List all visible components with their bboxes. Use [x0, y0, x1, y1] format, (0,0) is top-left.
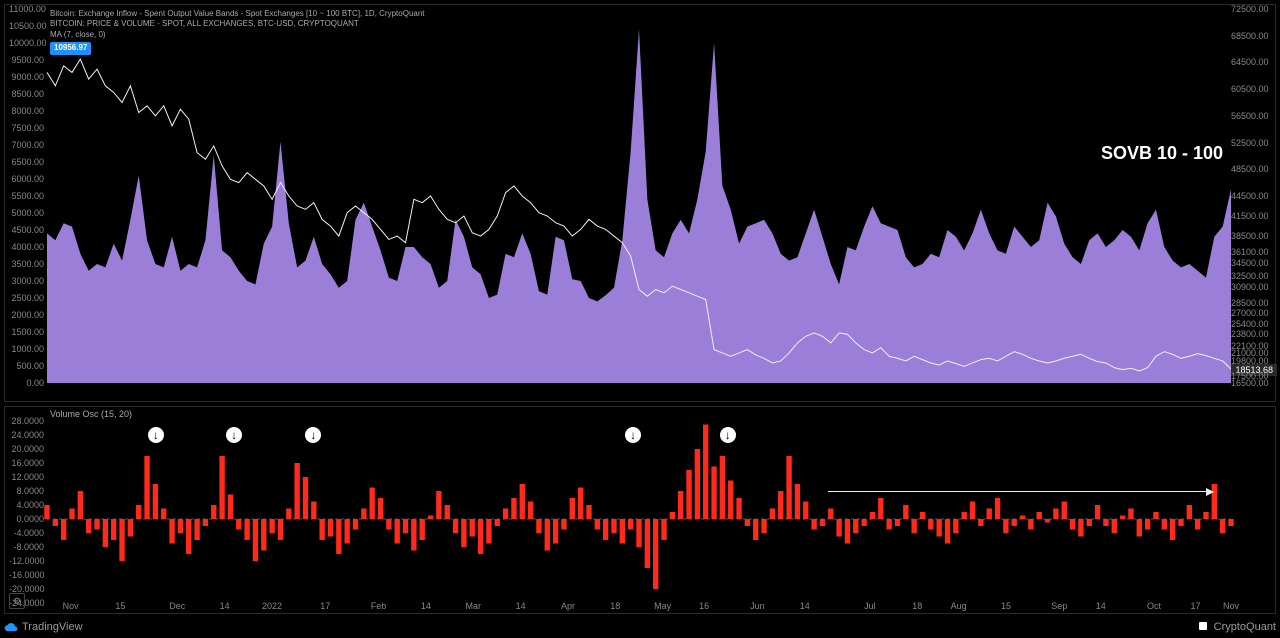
osc-y-tick: -8.0000 — [9, 542, 44, 552]
y-right-tick: 32500.00 — [1231, 271, 1271, 281]
y-left-tick: 1500.00 — [9, 327, 44, 337]
y-left-tick: 5000.00 — [9, 208, 44, 218]
y-left-tick: 9000.00 — [9, 72, 44, 82]
tradingview-logo[interactable]: TradingView — [4, 620, 83, 634]
oscillator-panel[interactable]: Volume Osc (15, 20) -24.0000-20.0000-16.… — [4, 406, 1276, 614]
osc-y-tick: 12.0000 — [9, 472, 44, 482]
oscillator-svg — [5, 407, 1277, 613]
y-right-tick: 30900.00 — [1231, 282, 1271, 292]
down-arrow-marker: ↓ — [625, 427, 641, 443]
y-left-tick: 3000.00 — [9, 276, 44, 286]
y-left-tick: 500.00 — [9, 361, 44, 371]
osc-y-tick: -12.0000 — [9, 556, 44, 566]
attribution[interactable]: CryptoQuant — [1199, 621, 1276, 633]
x-tick: Oct — [1147, 601, 1161, 611]
main-chart-svg — [5, 5, 1277, 401]
x-tick: 2022 — [262, 601, 282, 611]
osc-y-tick: 24.0000 — [9, 430, 44, 440]
x-tick: Nov — [63, 601, 79, 611]
attribution-label: CryptoQuant — [1214, 621, 1276, 633]
y-right-tick: 17500.00 — [1231, 371, 1271, 381]
y-left-tick: 4500.00 — [9, 225, 44, 235]
y-right-tick: 25400.00 — [1231, 319, 1271, 329]
y-right-tick: 23800.00 — [1231, 329, 1271, 339]
y-left-tick: 5500.00 — [9, 191, 44, 201]
osc-y-tick: 16.0000 — [9, 458, 44, 468]
y-right-tick: 36100.00 — [1231, 247, 1271, 257]
x-tick: Sep — [1051, 601, 1067, 611]
osc-y-tick: 8.0000 — [9, 486, 44, 496]
osc-y-tick: 4.0000 — [9, 500, 44, 510]
y-left-tick: 10500.00 — [9, 21, 44, 31]
brand-label: TradingView — [22, 621, 83, 633]
arrow-range — [828, 491, 1213, 492]
y-left-tick: 8500.00 — [9, 89, 44, 99]
x-tick: 17 — [320, 601, 330, 611]
x-tick: Apr — [561, 601, 575, 611]
main-chart-panel[interactable]: Bitcoin: Exchange Inflow - Spent Output … — [4, 4, 1276, 402]
chart-container: Bitcoin: Exchange Inflow - Spent Output … — [0, 0, 1280, 638]
x-tick: 14 — [421, 601, 431, 611]
down-arrow-marker: ↓ — [148, 427, 164, 443]
x-tick: Jul — [864, 601, 876, 611]
y-right-tick: 48500.00 — [1231, 164, 1271, 174]
osc-y-tick: -16.0000 — [9, 570, 44, 580]
y-right-tick: 56500.00 — [1231, 111, 1271, 121]
y-left-tick: 4000.00 — [9, 242, 44, 252]
y-right-tick: 34500.00 — [1231, 258, 1271, 268]
y-left-tick: 2000.00 — [9, 310, 44, 320]
osc-y-tick: 20.0000 — [9, 444, 44, 454]
y-left-tick: 1000.00 — [9, 344, 44, 354]
y-right-tick: 27000.00 — [1231, 308, 1271, 318]
x-tick: 18 — [610, 601, 620, 611]
cloud-icon — [4, 620, 18, 634]
x-tick: May — [654, 601, 671, 611]
x-tick: 14 — [1096, 601, 1106, 611]
y-left-tick: 8000.00 — [9, 106, 44, 116]
y-left-tick: 9500.00 — [9, 55, 44, 65]
timezone-button[interactable]: ⚙ — [9, 593, 25, 609]
down-arrow-marker: ↓ — [305, 427, 321, 443]
x-tick: 15 — [1001, 601, 1011, 611]
y-right-tick: 44500.00 — [1231, 191, 1271, 201]
y-right-tick: 64500.00 — [1231, 57, 1271, 67]
x-tick: Mar — [465, 601, 481, 611]
osc-y-tick: 0.0000 — [9, 514, 44, 524]
x-tick: Jun — [750, 601, 765, 611]
y-right-tick: 41500.00 — [1231, 211, 1271, 221]
x-tick: 15 — [115, 601, 125, 611]
y-right-tick: 22100.00 — [1231, 341, 1271, 351]
x-tick: 14 — [800, 601, 810, 611]
y-left-tick: 7000.00 — [9, 140, 44, 150]
y-right-tick: 38500.00 — [1231, 231, 1271, 241]
y-left-tick: 6000.00 — [9, 174, 44, 184]
y-right-tick: 52500.00 — [1231, 138, 1271, 148]
x-tick: 17 — [1190, 601, 1200, 611]
y-left-tick: 3500.00 — [9, 259, 44, 269]
down-arrow-marker: ↓ — [720, 427, 736, 443]
down-arrow-marker: ↓ — [226, 427, 242, 443]
y-right-tick: 60500.00 — [1231, 84, 1271, 94]
x-tick: Aug — [951, 601, 967, 611]
x-tick: 16 — [699, 601, 709, 611]
y-right-tick: 68500.00 — [1231, 31, 1271, 41]
x-tick: Feb — [371, 601, 387, 611]
y-left-tick: 6500.00 — [9, 157, 44, 167]
y-left-tick: 2500.00 — [9, 293, 44, 303]
x-tick: 14 — [516, 601, 526, 611]
footer: TradingView CryptoQuant — [4, 616, 1276, 638]
y-left-tick: 0.00 — [9, 378, 44, 388]
y-left-tick: 11000.00 — [9, 4, 44, 14]
osc-y-tick: 28.0000 — [9, 416, 44, 426]
x-tick: Dec — [169, 601, 185, 611]
x-tick: 14 — [220, 601, 230, 611]
y-left-tick: 10000.00 — [9, 38, 44, 48]
y-right-tick: 72500.00 — [1231, 4, 1271, 14]
osc-y-tick: -4.0000 — [9, 528, 44, 538]
annotation-sovb: SOVB 10 - 100 — [1101, 143, 1223, 164]
y-right-tick: 28500.00 — [1231, 298, 1271, 308]
x-tick: Nov — [1223, 601, 1239, 611]
x-tick: 18 — [912, 601, 922, 611]
y-left-tick: 7500.00 — [9, 123, 44, 133]
